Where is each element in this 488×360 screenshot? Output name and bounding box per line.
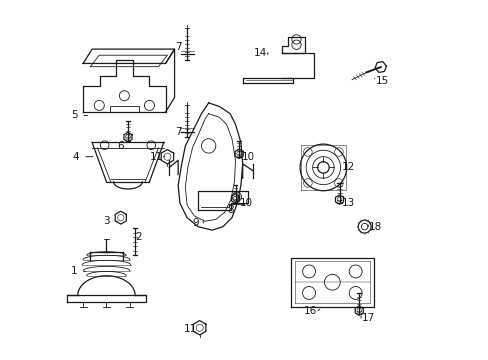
Text: 9: 9	[192, 218, 199, 228]
Text: 4: 4	[73, 152, 79, 162]
Text: 14: 14	[253, 48, 267, 58]
Text: 13: 13	[341, 198, 354, 208]
Text: 10: 10	[241, 152, 254, 162]
Text: 16: 16	[304, 306, 317, 316]
Text: 11: 11	[150, 152, 163, 162]
Text: 15: 15	[375, 76, 388, 86]
Text: 12: 12	[341, 162, 354, 172]
Text: 8: 8	[226, 206, 233, 216]
Text: 1: 1	[71, 266, 77, 276]
Text: 2: 2	[135, 232, 142, 242]
Text: 5: 5	[71, 111, 77, 121]
Text: 17: 17	[361, 313, 374, 323]
Text: 3: 3	[103, 216, 109, 226]
Text: 11: 11	[183, 324, 197, 334]
Text: 6: 6	[117, 141, 124, 151]
Text: 7: 7	[175, 127, 181, 136]
Text: 7: 7	[175, 42, 181, 52]
Text: 18: 18	[368, 222, 381, 231]
Text: 10: 10	[239, 198, 252, 208]
